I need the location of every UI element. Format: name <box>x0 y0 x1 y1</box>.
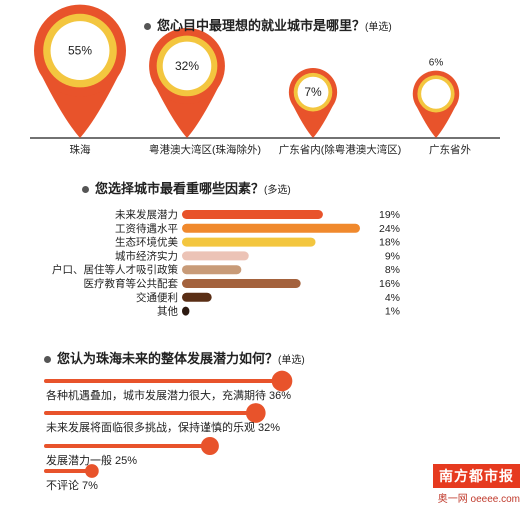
factor-value-label: 8% <box>385 264 400 276</box>
factor-label: 医疗教育等公共配套 <box>84 277 179 290</box>
pin-center <box>421 78 451 109</box>
factor-bar <box>182 251 249 261</box>
factor-value-label: 16% <box>379 278 400 290</box>
section3-title: 您认为珠海未来的整体发展潜力如何？(单选) <box>44 348 305 367</box>
factor-value-label: 4% <box>385 292 400 304</box>
factor-value-label: 1% <box>385 306 400 318</box>
factor-label: 城市经济实力 <box>115 249 178 262</box>
factor-label: 生态环境优美 <box>115 236 178 249</box>
factor-bar <box>182 292 212 302</box>
factor-label: 工资待遇水平 <box>115 222 178 235</box>
factor-label: 其他 <box>157 305 178 318</box>
bullet-icon <box>44 356 51 364</box>
bullet-icon <box>144 23 151 31</box>
pin-category-label: 粤港澳大湾区(珠海除外) <box>149 143 261 156</box>
factor-value-label: 18% <box>379 237 400 249</box>
slider-label: 各种机遇叠加，城市发展潜力很大，充满期待 36% <box>46 388 291 402</box>
factor-bar <box>182 210 323 219</box>
factor-value-label: 24% <box>379 223 400 235</box>
factor-bar <box>182 279 301 288</box>
bullet-icon <box>82 186 89 194</box>
pin-category-label: 珠海 <box>70 143 91 156</box>
pin-value-label: 6% <box>429 58 444 69</box>
pin-value-label: 7% <box>304 85 322 99</box>
slider-knob <box>271 370 293 392</box>
pin-value-label: 55% <box>68 44 92 58</box>
pin-value-label: 32% <box>175 59 199 73</box>
pin-center <box>50 21 110 81</box>
newspaper-logo: 南方都市报 奥一网 oeeee.com <box>433 464 520 505</box>
factor-bar <box>182 306 190 316</box>
factor-label: 未来发展潜力 <box>115 208 178 221</box>
factor-label: 交通便利 <box>136 291 178 304</box>
section1-title: 您心目中最理想的就业城市是哪里？(单选) <box>144 15 392 34</box>
pin-category-label: 广东省内(除粤港澳大湾区) <box>279 143 402 156</box>
pin-category-label: 广东省外 <box>429 143 471 156</box>
factor-value-label: 9% <box>385 250 400 262</box>
factor-bar <box>182 223 360 233</box>
factor-value-label: 19% <box>379 209 400 221</box>
slider-label: 不评论 7% <box>46 478 98 492</box>
slider-knob <box>200 437 219 455</box>
section2-title: 您选择城市最看重哪些因素？(多选) <box>82 178 291 197</box>
factor-bar <box>182 237 316 247</box>
pin-center <box>162 41 212 91</box>
pin-center <box>297 76 329 108</box>
slider-label: 未来发展将面临很多挑战，保持谨慎的乐观 32% <box>46 420 280 434</box>
slider-knob <box>85 464 99 478</box>
factor-bar <box>182 265 242 275</box>
factor-label: 户口、居住等人才吸引政策 <box>52 263 178 276</box>
slider-knob <box>245 403 266 423</box>
slider-label: 发展潜力一般 25% <box>46 453 137 467</box>
